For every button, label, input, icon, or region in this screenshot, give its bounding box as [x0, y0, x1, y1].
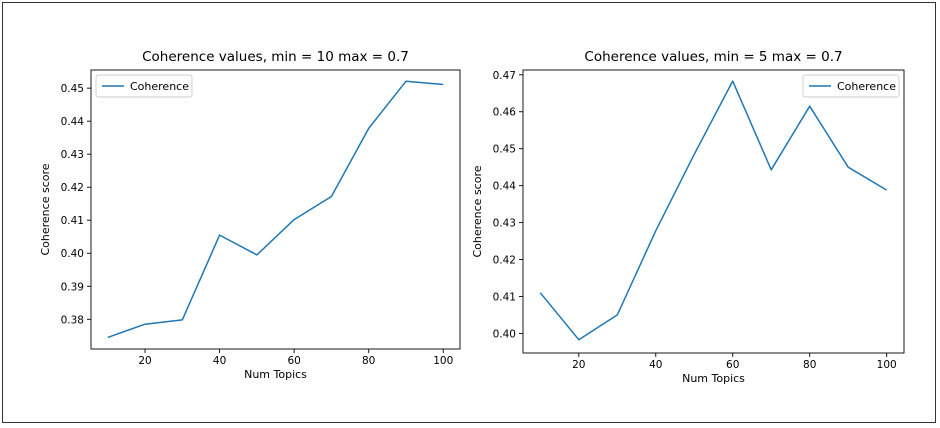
- y-tick-label: 0.47: [493, 70, 516, 82]
- y-tick-label: 0.41: [493, 291, 516, 303]
- y-tick-label: 0.45: [493, 144, 516, 156]
- x-axis-label: Num Topics: [244, 368, 307, 381]
- y-tick-label: 0.46: [493, 107, 517, 119]
- x-axis-label: Num Topics: [682, 372, 745, 385]
- y-tick-label: 0.42: [61, 182, 84, 194]
- legend: Coherence: [96, 75, 192, 97]
- y-tick-label: 0.44: [61, 116, 85, 128]
- figure-canvas: Coherence values, min = 10 max = 0.7 20 40…: [3, 3, 937, 424]
- x-tick-label: 100: [877, 359, 897, 371]
- chart-title: Coherence values, min = 10 max = 0.7: [142, 49, 409, 65]
- x-tick-label: 20: [572, 359, 585, 371]
- plot-area: [91, 70, 460, 349]
- y-tick-label: 0.43: [61, 149, 84, 161]
- legend-label: Coherence: [837, 80, 896, 93]
- y-tick-label: 0.40: [493, 328, 516, 340]
- y-tick-label: 0.41: [61, 215, 84, 227]
- chart-title: Coherence values, min = 5 max = 0.7: [584, 49, 842, 65]
- y-tick-label: 0.45: [61, 83, 84, 95]
- x-tick-label: 20: [138, 355, 151, 367]
- series-line-coherence: [540, 81, 886, 340]
- y-axis-label: Coherence score: [471, 165, 484, 257]
- y-tick-label: 0.44: [493, 181, 517, 193]
- x-tick-label: 100: [433, 355, 453, 367]
- y-tick-label: 0.38: [61, 314, 84, 326]
- x-tick-label: 40: [213, 355, 226, 367]
- x-tick-label: 80: [362, 355, 375, 367]
- y-tick-label: 0.40: [61, 248, 84, 260]
- series-line-coherence: [108, 81, 443, 337]
- legend-label: Coherence: [130, 80, 189, 93]
- x-tick-label: 80: [803, 359, 816, 371]
- figure-frame: Coherence values, min = 10 max = 0.7 20 40…: [2, 2, 936, 423]
- plot-area: [523, 70, 904, 353]
- legend: Coherence: [803, 75, 899, 97]
- x-tick-label: 60: [287, 355, 300, 367]
- chart-2: Coherence values, min = 5 max = 0.7 20 40 6…: [471, 49, 904, 385]
- y-tick-label: 0.42: [493, 255, 516, 267]
- x-tick-label: 40: [649, 359, 662, 371]
- y-tick-label: 0.39: [61, 281, 84, 293]
- chart-1: Coherence values, min = 10 max = 0.7 20 40…: [39, 49, 460, 381]
- y-tick-label: 0.43: [493, 218, 516, 230]
- x-tick-label: 60: [726, 359, 739, 371]
- y-axis-label: Coherence score: [39, 163, 52, 255]
